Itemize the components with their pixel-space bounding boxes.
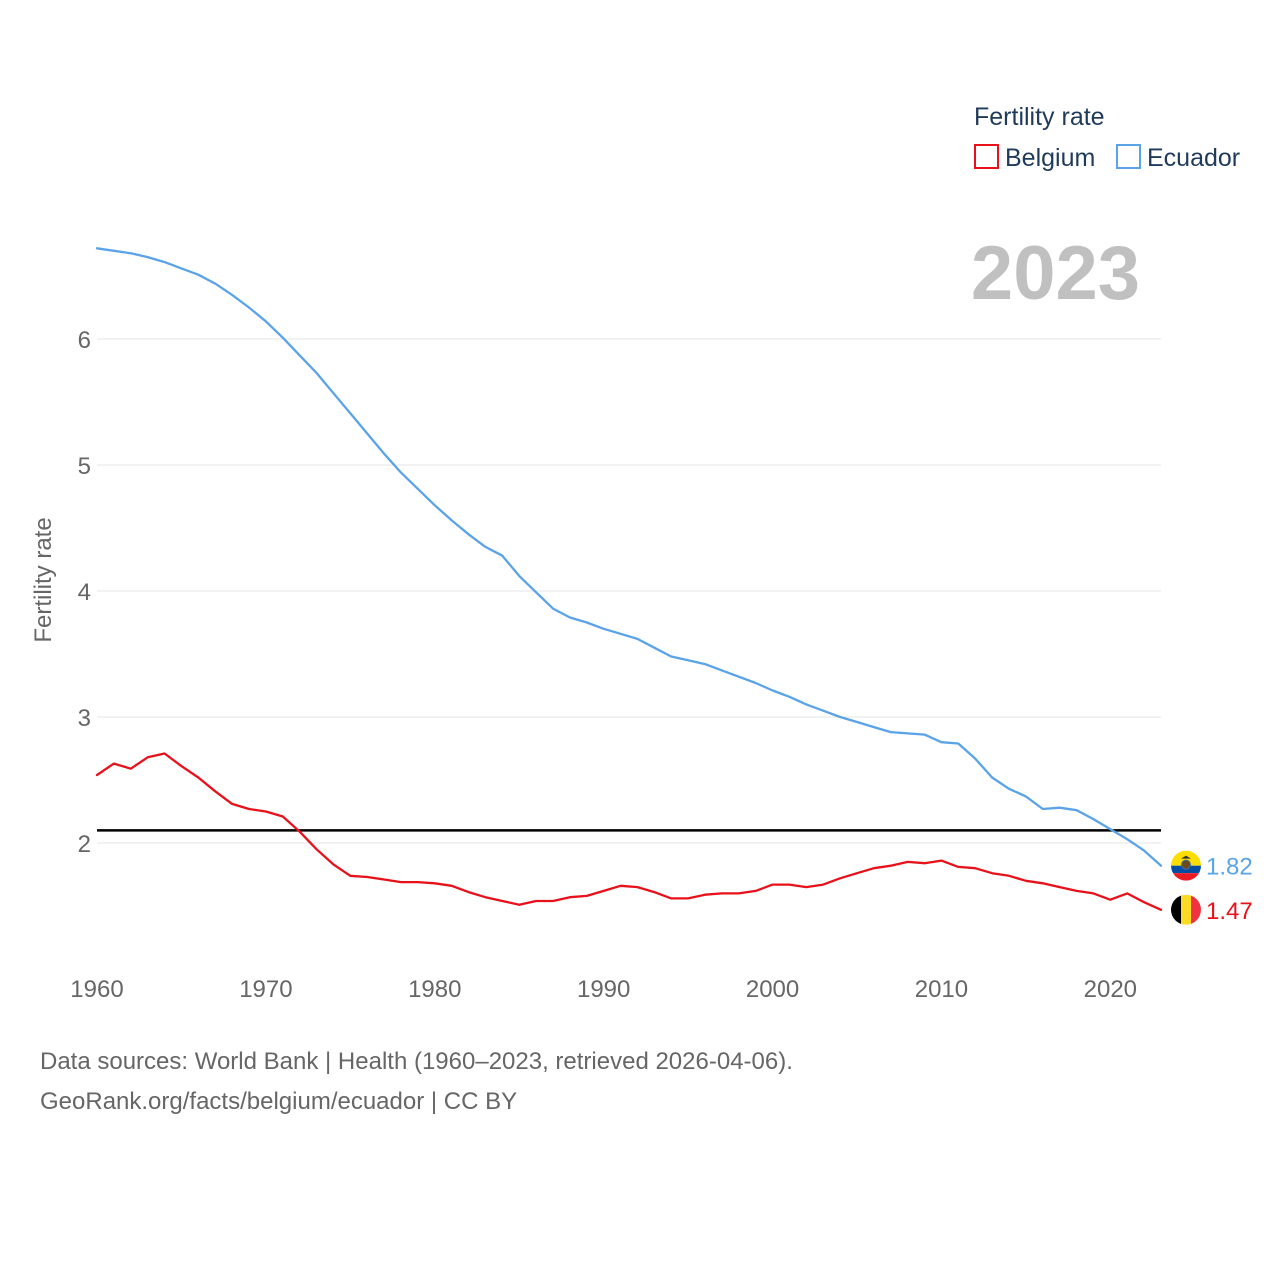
x-tick-label: 2000: [746, 976, 799, 1003]
x-tick-label: 1990: [577, 976, 630, 1003]
source-link[interactable]: GeoRank.org/facts/belgium/ecuador | CC B…: [40, 1088, 518, 1115]
x-axis: 1960 1970 1980 1990 2000 2010 2020: [70, 976, 1137, 1003]
current-year-label: 2023: [971, 231, 1140, 316]
y-tick-label: 4: [78, 579, 91, 606]
legend-label-belgium: Belgium: [1005, 144, 1095, 172]
series-line-ecuador: [95, 247, 1163, 867]
legend-swatch-belgium: [974, 144, 999, 169]
y-axis-title: Fertility rate: [30, 517, 57, 642]
x-tick-label: 2010: [915, 976, 968, 1003]
y-tick-label: 5: [78, 453, 91, 480]
y-tick-label: 6: [78, 327, 91, 354]
flag-belgium-icon: [1171, 894, 1201, 925]
end-value-label-ecuador: 1.82: [1206, 854, 1253, 881]
footer: Data sources: World Bank | Health (1960–…: [40, 1042, 1240, 1122]
data-sources-note: Data sources: World Bank | Health (1960–…: [40, 1048, 793, 1075]
x-tick-label: 1970: [239, 976, 292, 1003]
flag-ecuador-icon: [1171, 850, 1201, 881]
end-value-label-belgium: 1.47: [1206, 898, 1253, 925]
legend-label-ecuador: Ecuador: [1147, 144, 1240, 172]
legend: Fertility rate Belgium Ecuador: [974, 103, 1240, 172]
y-axis: 2 3 4 5 6: [78, 327, 91, 858]
series-line-belgium: [95, 752, 1163, 911]
y-tick-label: 3: [78, 705, 91, 732]
series-lines: [95, 247, 1163, 911]
x-tick-label: 1960: [70, 976, 123, 1003]
legend-swatch-ecuador: [1116, 144, 1141, 169]
y-tick-label: 2: [78, 831, 91, 858]
x-tick-label: 1980: [408, 976, 461, 1003]
x-tick-label: 2020: [1084, 976, 1137, 1003]
legend-title: Fertility rate: [974, 103, 1105, 131]
grid: [97, 338, 1161, 844]
end-labels: 1.47 1.82: [1171, 850, 1253, 925]
